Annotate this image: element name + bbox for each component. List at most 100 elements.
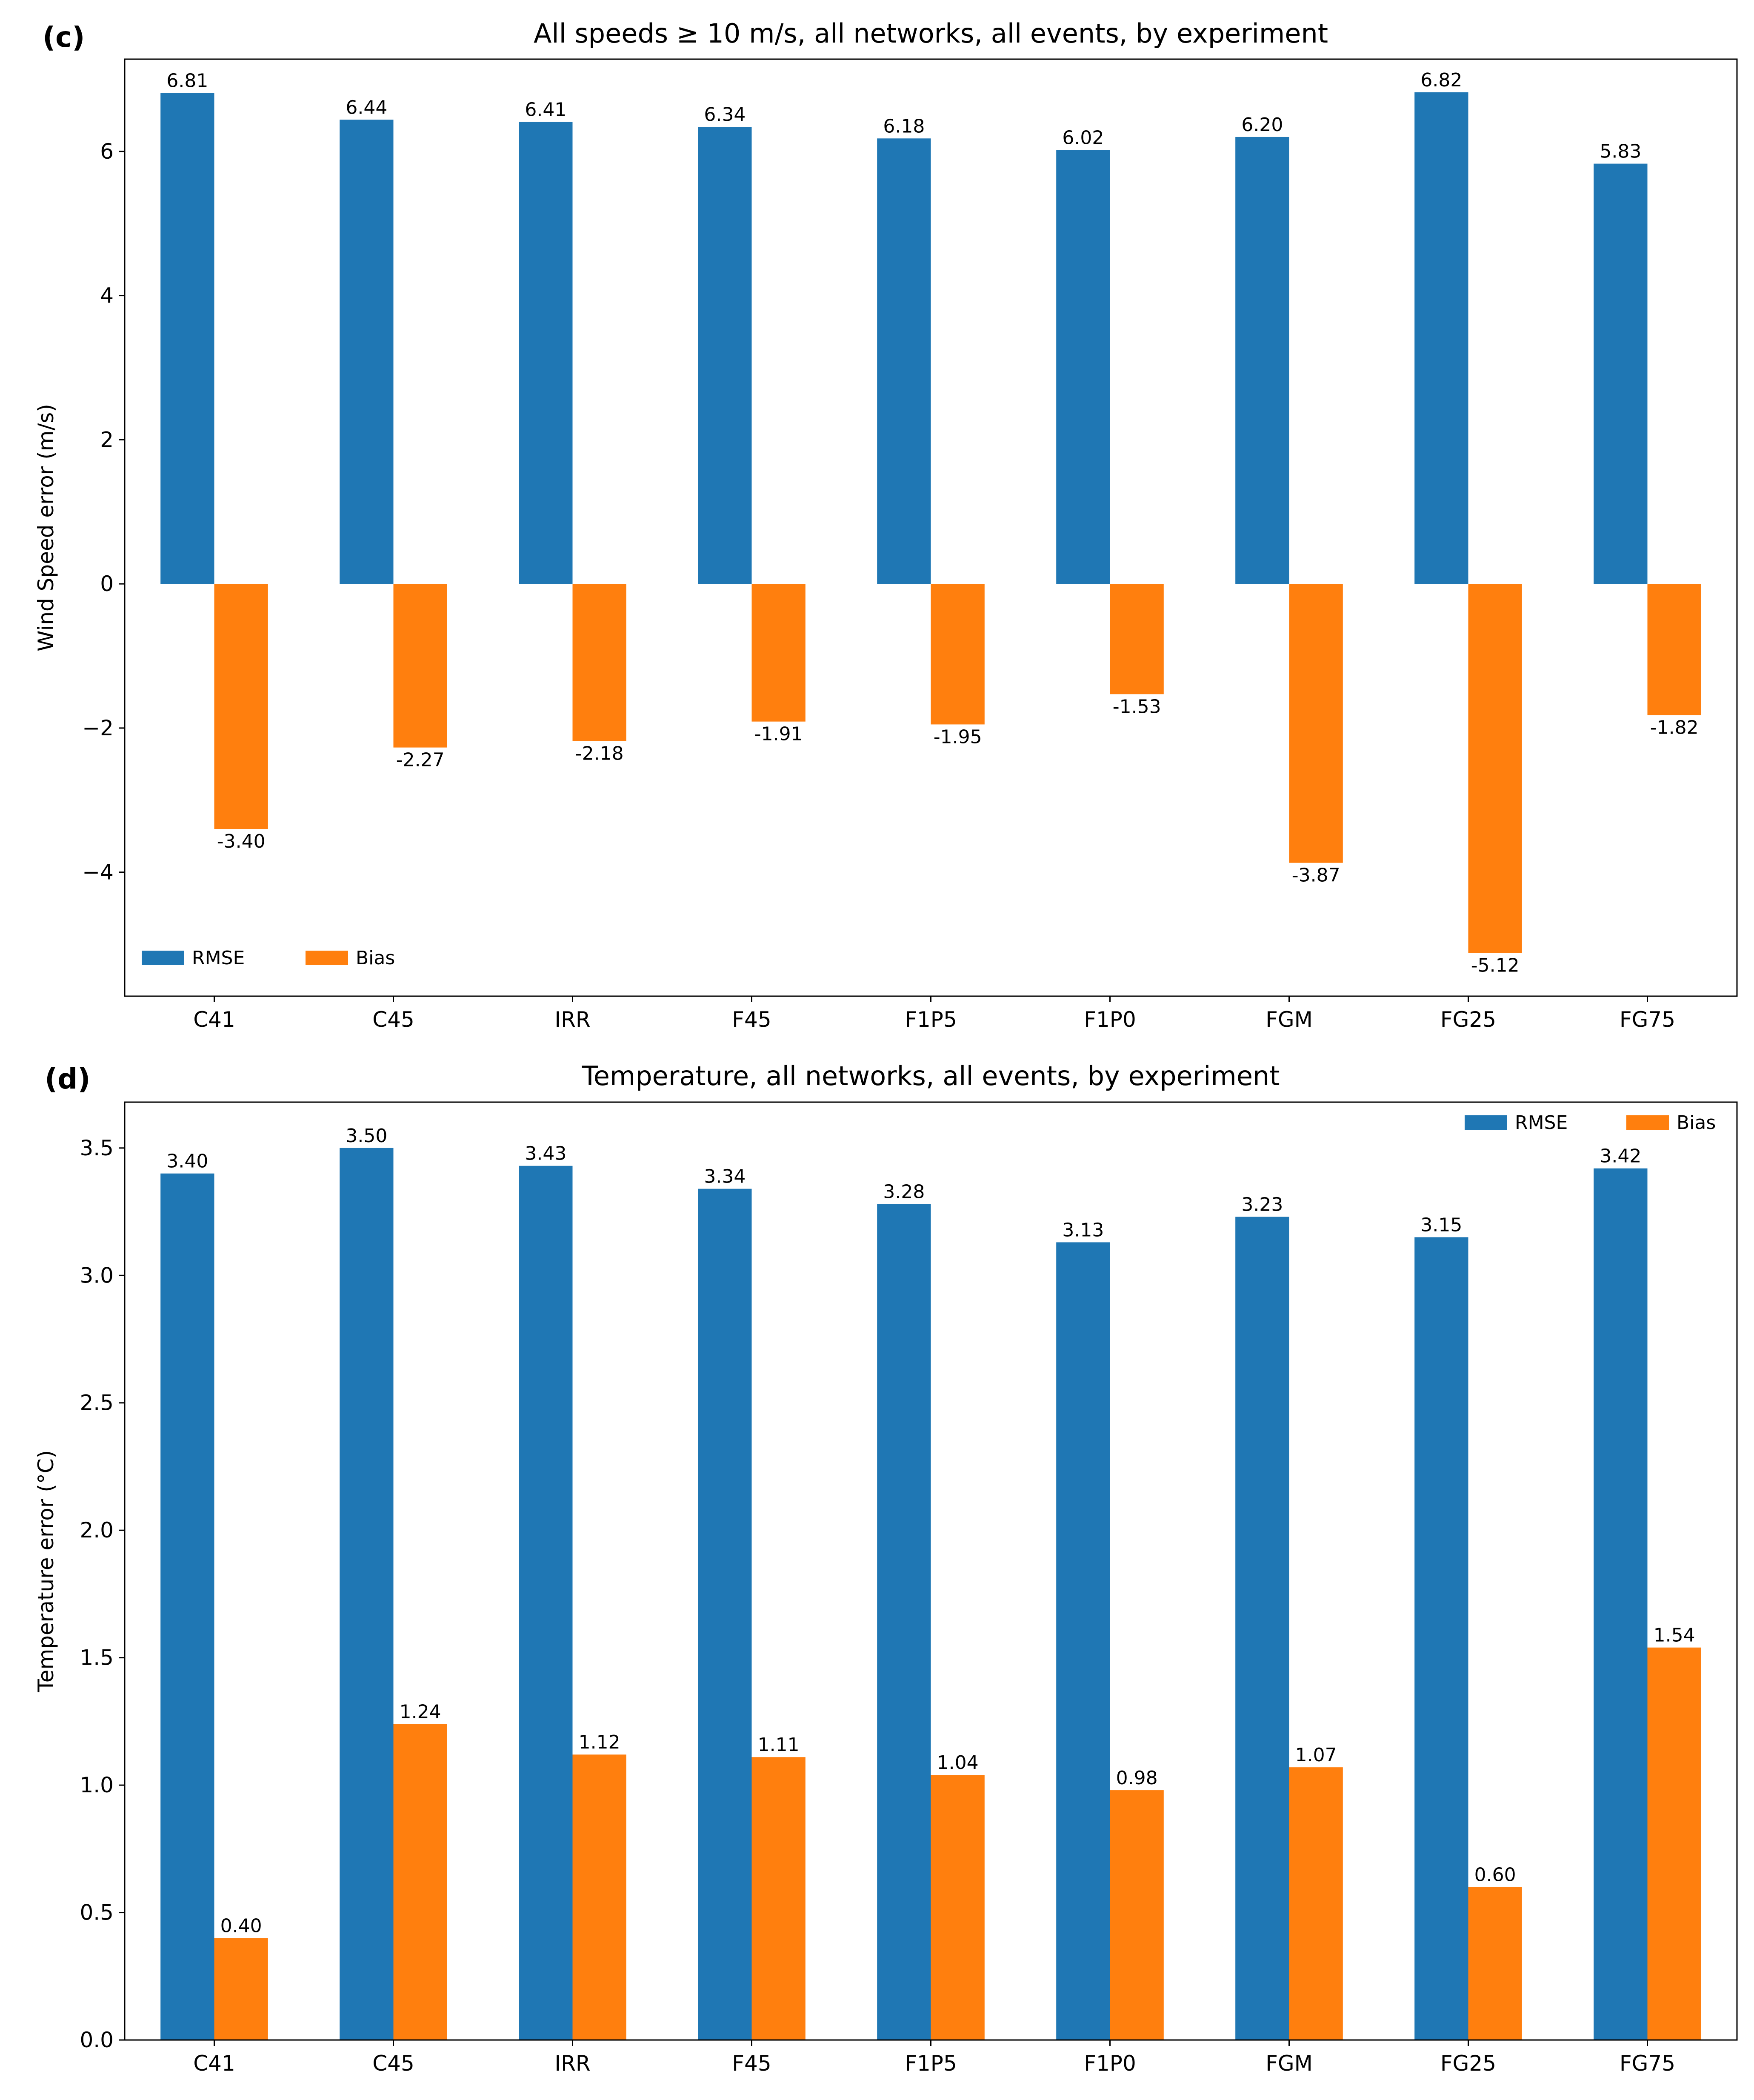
x-tick-label: F1P0 [1084, 2051, 1136, 2076]
bar-bias-f1p0 [1110, 584, 1164, 694]
chart-title: Temperature, all networks, all events, b… [581, 1060, 1280, 1091]
y-tick-label: 3.0 [80, 1263, 114, 1288]
bar-value-label: 3.28 [883, 1181, 925, 1203]
bar-bias-irr [572, 1754, 626, 2040]
bar-value-label: 1.07 [1295, 1744, 1337, 1766]
bar-value-label: 6.41 [525, 99, 566, 120]
y-tick-label: 0 [100, 571, 114, 596]
y-axis-label: Temperature error (°C) [34, 1450, 58, 1692]
bar-value-label: 6.82 [1420, 69, 1462, 91]
x-tick-label: F1P5 [905, 1007, 957, 1032]
bar-value-label: -2.27 [396, 749, 445, 771]
x-tick-label: IRR [554, 1007, 590, 1032]
bar-rmse-fgm [1235, 137, 1289, 584]
bar-value-label: 6.02 [1062, 127, 1104, 149]
bar-value-label: 3.40 [166, 1151, 208, 1172]
bar-value-label: 3.13 [1062, 1219, 1104, 1241]
bar-rmse-f45 [698, 127, 752, 584]
bar-value-label: -1.91 [754, 723, 803, 745]
bar-value-label: 3.15 [1420, 1214, 1462, 1236]
bar-value-label: 1.11 [758, 1734, 800, 1756]
bar-bias-c45 [393, 1724, 447, 2040]
bar-value-label: 1.24 [400, 1701, 441, 1723]
bar-value-label: -1.53 [1113, 696, 1161, 717]
bar-bias-fg25 [1468, 584, 1522, 953]
bar-rmse-c45 [340, 120, 394, 584]
bar-value-label: 6.18 [883, 115, 925, 137]
bar-value-label: 0.40 [220, 1915, 262, 1937]
bar-rmse-f1p0 [1056, 150, 1110, 584]
x-tick-label: FG75 [1620, 1007, 1675, 1032]
x-tick-label: FGM [1266, 2051, 1313, 2076]
legend-swatch-rmse [1465, 1115, 1507, 1130]
bar-value-label: 3.43 [525, 1143, 566, 1165]
bar-bias-f1p5 [931, 1775, 985, 2040]
bar-value-label: 1.12 [579, 1731, 620, 1753]
legend-swatch-bias [1626, 1115, 1669, 1130]
bar-bias-f45 [751, 1757, 806, 2040]
legend-label: Bias [356, 947, 395, 969]
bar-value-label: 5.83 [1600, 141, 1641, 163]
bar-bias-c45 [393, 584, 447, 748]
bar-rmse-irr [519, 1166, 573, 2040]
bar-value-label: -5.12 [1471, 954, 1520, 976]
bar-value-label: 1.54 [1654, 1625, 1695, 1646]
bar-bias-fgm [1289, 1767, 1343, 2040]
bar-bias-c41 [214, 584, 268, 829]
bar-bias-fg25 [1468, 1887, 1522, 2040]
bar-value-label: 3.42 [1600, 1146, 1641, 1167]
y-tick-label: 0.0 [80, 2028, 114, 2052]
y-tick-label: 1.5 [80, 1646, 114, 1670]
x-tick-label: FG75 [1620, 2051, 1675, 2076]
bar-bias-fgm [1289, 584, 1343, 863]
bar-bias-c41 [214, 1938, 268, 2040]
x-tick-label: C45 [372, 1007, 414, 1032]
y-tick-label: 3.5 [80, 1136, 114, 1160]
bar-bias-fg75 [1647, 1647, 1701, 2040]
bar-rmse-fg25 [1414, 1237, 1468, 2040]
y-tick-label: 4 [100, 283, 114, 308]
bar-value-label: 0.98 [1116, 1767, 1158, 1789]
x-tick-label: FGM [1266, 1007, 1313, 1032]
y-tick-label: 2 [100, 427, 114, 452]
bar-value-label: -1.95 [934, 726, 982, 748]
x-tick-label: C41 [193, 2051, 235, 2076]
x-tick-label: FG25 [1440, 2051, 1496, 2076]
y-tick-label: 2.5 [80, 1391, 114, 1415]
bar-value-label: -3.40 [217, 831, 266, 852]
bar-value-label: 1.04 [937, 1752, 979, 1774]
legend-label: RMSE [1515, 1112, 1568, 1134]
legend-label: RMSE [192, 947, 245, 969]
bar-value-label: -3.87 [1292, 865, 1340, 886]
bar-value-label: 0.60 [1474, 1864, 1516, 1886]
x-tick-label: F1P5 [905, 2051, 957, 2076]
x-tick-label: F1P0 [1084, 1007, 1136, 1032]
bar-value-label: 3.34 [704, 1166, 746, 1188]
bar-value-label: 3.23 [1241, 1194, 1283, 1216]
bar-value-label: 6.34 [704, 104, 746, 126]
y-tick-label: −4 [82, 860, 114, 885]
bar-rmse-fg75 [1594, 163, 1648, 584]
legend-swatch-rmse [142, 951, 184, 965]
bar-value-label: 6.44 [346, 97, 387, 118]
bar-rmse-fg75 [1594, 1168, 1648, 2040]
bar-bias-f1p0 [1110, 1790, 1164, 2040]
x-tick-label: C41 [193, 1007, 235, 1032]
bar-bias-f45 [751, 584, 806, 722]
bar-bias-fg75 [1647, 584, 1701, 715]
bar-rmse-fg25 [1414, 92, 1468, 584]
y-tick-label: 2.0 [80, 1518, 114, 1543]
x-tick-label: F45 [732, 2051, 771, 2076]
bar-bias-f1p5 [931, 584, 985, 725]
bar-rmse-c45 [340, 1148, 394, 2040]
bar-rmse-f1p5 [877, 138, 931, 584]
plot-frame [124, 1101, 1738, 2041]
chart-title: All speeds ≥ 10 m/s, all networks, all e… [534, 18, 1328, 49]
panel-label: (d) [45, 1063, 91, 1095]
bar-rmse-c41 [160, 93, 214, 584]
bar-rmse-fgm [1235, 1217, 1289, 2040]
x-tick-label: F45 [732, 1007, 771, 1032]
x-tick-label: C45 [372, 2051, 414, 2076]
y-axis-label: Wind Speed error (m/s) [34, 404, 58, 651]
bar-value-label: 3.50 [346, 1125, 387, 1147]
